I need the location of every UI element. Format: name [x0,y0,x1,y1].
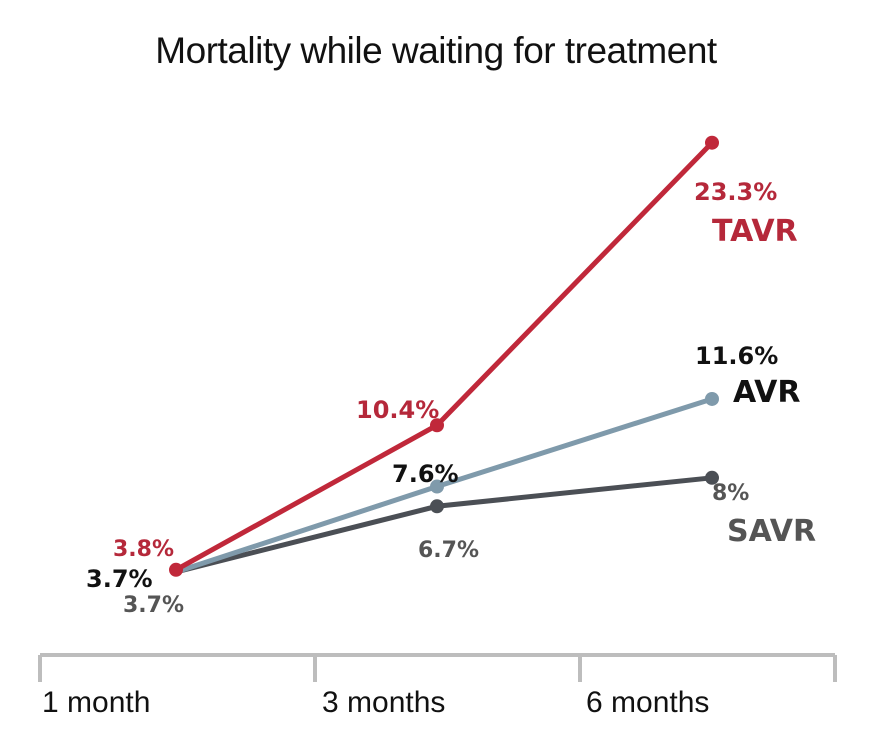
data-label-tavr: 3.8% [113,537,174,562]
data-label-tavr: 10.4% [356,396,439,424]
data-labels: 3.8% 10.4% 23.3% 3.7% 7.6% 11.6% 3.7% 6.7% 8% TAV… [86,178,816,618]
data-label-savr: 3.7% [123,593,184,618]
data-point-tavr [430,418,444,433]
x-tick-label: 6 months [586,686,709,719]
legend-label-avr: AVR [733,375,801,410]
data-label-tavr: 23.3% [694,178,777,206]
data-point-tavr [705,135,719,150]
x-axis: 1 month 3 months 6 months [38,653,837,719]
x-tick-label: 1 month [42,686,150,719]
data-label-avr: 7.6% [392,460,459,488]
data-label-savr: 6.7% [418,538,479,563]
x-tick-label: 3 months [322,686,445,719]
data-point-avr [430,479,444,494]
data-point-savr [705,470,719,485]
data-points [169,135,719,577]
data-label-savr: 8% [712,481,749,506]
data-label-avr: 11.6% [695,342,778,370]
chart-title: Mortality while waiting for treatment [155,30,717,71]
data-point-tavr [169,562,183,577]
data-point-avr [705,391,719,406]
data-label-avr: 3.7% [86,565,153,593]
series-lines [173,140,715,575]
legend-label-savr: SAVR [727,514,816,549]
legend-label-tavr: TAVR [712,214,798,249]
data-point-savr [430,499,444,514]
